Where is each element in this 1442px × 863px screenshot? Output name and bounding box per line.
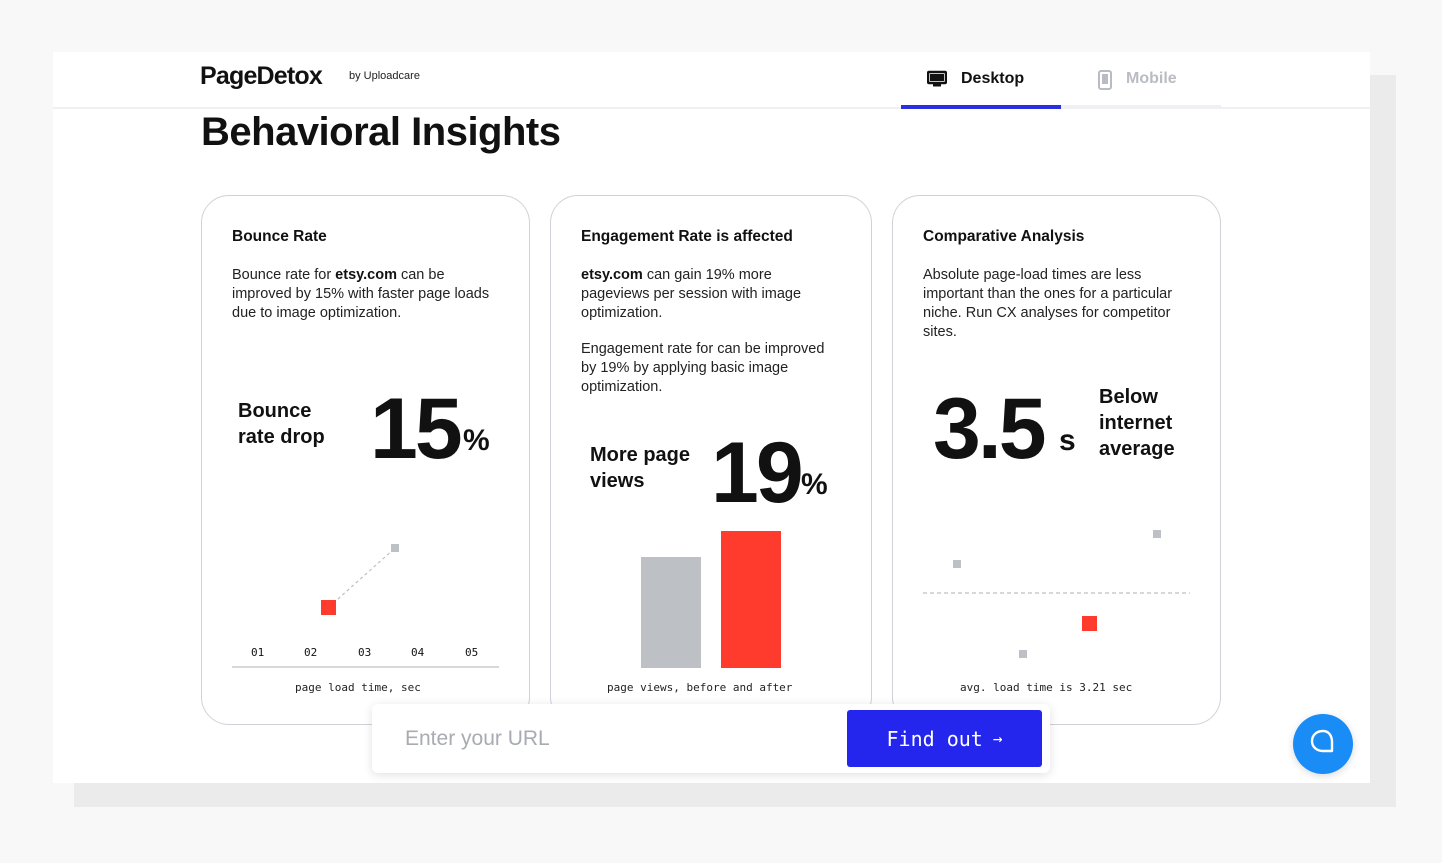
url-input[interactable] [372, 704, 842, 773]
engagement-rate-card: Engagement Rate is affected etsy.com can… [550, 195, 872, 725]
metric-label: More page views [590, 444, 691, 492]
comparative-chart [923, 530, 1190, 658]
x-tick: 02 [304, 646, 318, 659]
chart-point [1019, 650, 1027, 658]
site-name: etsy.com [581, 267, 643, 283]
metric-value: 3.5 [933, 381, 1047, 477]
metric-label: Bounce rate drop [238, 400, 325, 448]
card-description-2: Engagement rate for can be improved by 1… [581, 341, 825, 395]
x-tick: 03 [358, 646, 372, 659]
card-description: Absolute page-load times are less import… [923, 267, 1173, 340]
chart-point [1153, 530, 1161, 538]
chart-caption: page load time, sec [295, 681, 421, 694]
x-axis [232, 666, 499, 668]
tab-mobile[interactable]: Mobile [1061, 66, 1221, 109]
bar-after [721, 531, 781, 668]
find-out-label: Find out [886, 726, 983, 751]
x-tick: 04 [411, 646, 425, 659]
bounce-chart [321, 544, 399, 615]
card-title: Engagement Rate is affected [581, 228, 793, 245]
tab-desktop-label: Desktop [961, 70, 1025, 87]
browser-viewport: PageDetox by Uploadcare Desktop Mobile B… [53, 52, 1370, 783]
find-out-button[interactable]: Find out → [847, 710, 1042, 767]
desktop-icon [926, 70, 948, 93]
chart-caption: avg. load time is 3.21 sec [960, 681, 1133, 694]
metric-value: 15 [370, 381, 463, 477]
comparative-analysis-card: Comparative Analysis Absolute page-load … [892, 195, 1221, 725]
tab-desktop[interactable]: Desktop [901, 66, 1061, 109]
metric-unit: s [1059, 424, 1076, 457]
card-title: Bounce Rate [232, 228, 327, 245]
chat-bubble-icon [1310, 729, 1336, 760]
mobile-icon [1098, 70, 1112, 95]
card-description: etsy.com can gain 19% more pageviews per… [581, 267, 802, 321]
chart-point-highlight [321, 600, 336, 615]
x-tick: 05 [465, 646, 479, 659]
chart-caption: page views, before and after [607, 681, 793, 694]
page-title: Behavioral Insights [201, 110, 561, 154]
chart-point [391, 544, 399, 552]
card-description: Bounce rate for etsy.com can be improved… [232, 267, 490, 321]
brand-byline: by Uploadcare [349, 70, 420, 82]
pageviews-chart [641, 531, 781, 668]
trend-line [328, 547, 396, 608]
chat-widget-button[interactable] [1293, 714, 1353, 774]
chart-point [953, 560, 961, 568]
brand-logo[interactable]: PageDetox [200, 62, 323, 90]
chart-point-highlight [1082, 616, 1097, 631]
tab-mobile-label: Mobile [1126, 70, 1177, 87]
metric-unit: % [801, 468, 828, 501]
card-title: Comparative Analysis [923, 228, 1085, 245]
metric-value: 19 [711, 425, 804, 521]
bounce-rate-card: Bounce Rate Bounce rate for etsy.com can… [201, 195, 530, 725]
site-name: etsy.com [335, 267, 397, 283]
metric-label: Below internet average [1099, 386, 1175, 460]
x-tick: 01 [251, 646, 265, 659]
metric-unit: % [463, 424, 490, 457]
top-navigation: PageDetox by Uploadcare Desktop Mobile [53, 52, 1370, 109]
url-search-bar: Find out → [372, 704, 1050, 773]
arrow-right-icon: → [992, 729, 1003, 748]
bar-before [641, 557, 701, 668]
